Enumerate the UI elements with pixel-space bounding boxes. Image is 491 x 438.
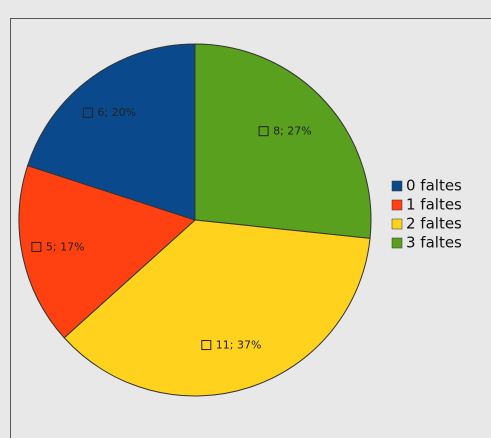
label-box [82,107,93,118]
label-box [201,340,212,351]
legend-label: 1 faltes [406,196,462,214]
data-label: 6; 20% [97,106,136,119]
pie-slice [194,43,372,239]
data-label: 8; 27% [273,125,312,138]
label-box [258,126,269,137]
legend-swatch [391,237,403,249]
legend-swatch [391,199,403,211]
data-label: 11; 37% [216,339,262,352]
legend-swatch [391,218,403,230]
legend-label: 0 faltes [406,177,462,195]
legend-label: 2 faltes [406,215,462,233]
label-box [31,241,42,252]
legend-label: 3 faltes [406,234,462,252]
data-label: 5; 17% [46,240,85,253]
pie-slice [26,43,196,221]
pie-slice [63,219,371,397]
pie-slice [18,164,196,339]
legend-swatch [391,180,403,192]
